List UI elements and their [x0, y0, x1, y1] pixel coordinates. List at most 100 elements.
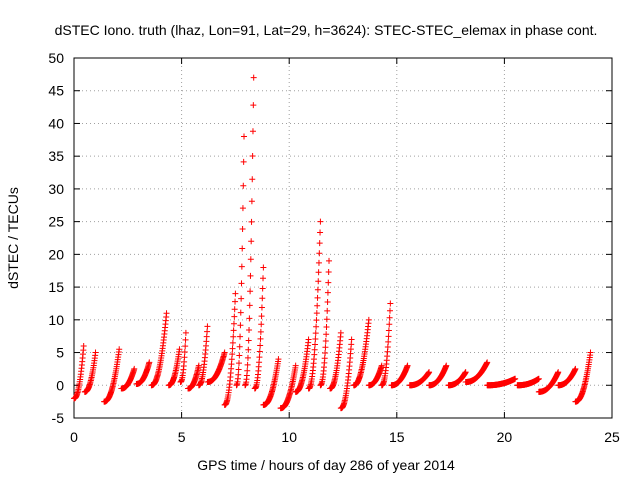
data-point: [182, 343, 189, 350]
data-point: [256, 348, 263, 355]
data-point: [555, 369, 562, 376]
data-point: [324, 289, 331, 296]
data-point: [312, 330, 319, 337]
data-point: [235, 371, 242, 378]
data-point: [182, 329, 189, 336]
data-point: [323, 324, 330, 331]
data-point: [260, 275, 267, 282]
data-point: [146, 359, 153, 366]
data-point: [535, 375, 542, 382]
data-point: [587, 349, 594, 356]
data-point: [256, 359, 263, 366]
data-point: [312, 341, 319, 348]
data-point: [245, 337, 252, 344]
data-point: [387, 300, 394, 307]
data-point: [236, 352, 243, 359]
data-point: [229, 345, 236, 352]
data-point: [462, 369, 469, 376]
data-point: [365, 316, 372, 323]
data-point: [232, 290, 239, 297]
data-point: [181, 354, 188, 361]
y-tick-label: 15: [48, 279, 64, 295]
y-tick-label: 30: [48, 181, 64, 197]
data-point: [239, 245, 246, 252]
y-tick-label: -5: [52, 410, 65, 426]
data-point: [92, 349, 99, 356]
chart-title: dSTEC Iono. truth (lhaz, Lon=91, Lat=29,…: [55, 22, 598, 38]
data-point: [181, 348, 188, 355]
data-point: [324, 307, 331, 314]
data-point: [257, 335, 264, 342]
data-point: [244, 367, 251, 374]
data-point: [231, 306, 238, 313]
data-point: [230, 333, 237, 340]
data-point: [313, 317, 320, 324]
data-point: [404, 362, 411, 369]
y-tick-label: 50: [48, 50, 64, 66]
data-point: [237, 333, 244, 340]
data-point: [386, 314, 393, 321]
data-point: [221, 349, 228, 356]
data-point: [426, 369, 433, 376]
data-point: [385, 338, 392, 345]
data-point: [238, 280, 245, 287]
data-point: [275, 356, 282, 363]
data-point: [238, 295, 245, 302]
data-point: [258, 321, 265, 328]
x-axis: 0 5 10 15 20 25: [70, 58, 620, 445]
data-point: [235, 360, 242, 367]
data-point: [378, 362, 385, 369]
data-point: [325, 279, 332, 286]
data-point: [248, 218, 255, 225]
y-axis: -5 0 5 10 15 20 25 30 35 40 45 50: [48, 50, 612, 426]
data-point: [348, 336, 355, 343]
data-point: [484, 359, 491, 366]
y-tick-label: 45: [48, 83, 64, 99]
data-point: [245, 346, 252, 353]
data-point: [321, 355, 328, 362]
y-tick-label: 25: [48, 214, 64, 230]
data-point: [236, 343, 243, 350]
data-point: [314, 294, 321, 301]
data-point: [386, 321, 393, 328]
data-point: [315, 269, 322, 276]
data-point: [385, 333, 392, 340]
data-point: [250, 102, 257, 109]
data-point: [250, 74, 257, 81]
x-tick-label: 20: [497, 429, 513, 445]
x-tick-label: 10: [281, 429, 297, 445]
data-point: [260, 264, 267, 271]
y-tick-label: 0: [56, 377, 64, 393]
data-point: [384, 343, 391, 350]
data-point: [246, 302, 253, 309]
data-point: [237, 322, 244, 329]
data-point: [313, 310, 320, 317]
data-point: [311, 346, 318, 353]
data-point: [317, 229, 324, 236]
x-tick-label: 25: [604, 429, 620, 445]
data-point: [248, 198, 255, 205]
data-point: [237, 309, 244, 316]
data-point: [228, 356, 235, 363]
data-point: [229, 339, 236, 346]
data-point: [317, 218, 324, 225]
data-point: [80, 343, 87, 349]
data-point: [230, 320, 237, 327]
data-point: [239, 226, 246, 233]
data-point: [204, 323, 211, 330]
data-point: [385, 327, 392, 334]
data-point: [305, 336, 312, 343]
data-point: [163, 310, 170, 317]
data-point: [313, 323, 320, 330]
data-point: [204, 328, 211, 335]
data-point: [240, 158, 247, 165]
data-point: [337, 329, 344, 336]
data-point: [176, 346, 183, 353]
data-point: [323, 331, 330, 338]
data-point: [249, 128, 256, 135]
data-point: [182, 336, 189, 343]
data-point: [315, 259, 322, 266]
data-point: [258, 304, 265, 311]
data-point: [230, 327, 237, 334]
